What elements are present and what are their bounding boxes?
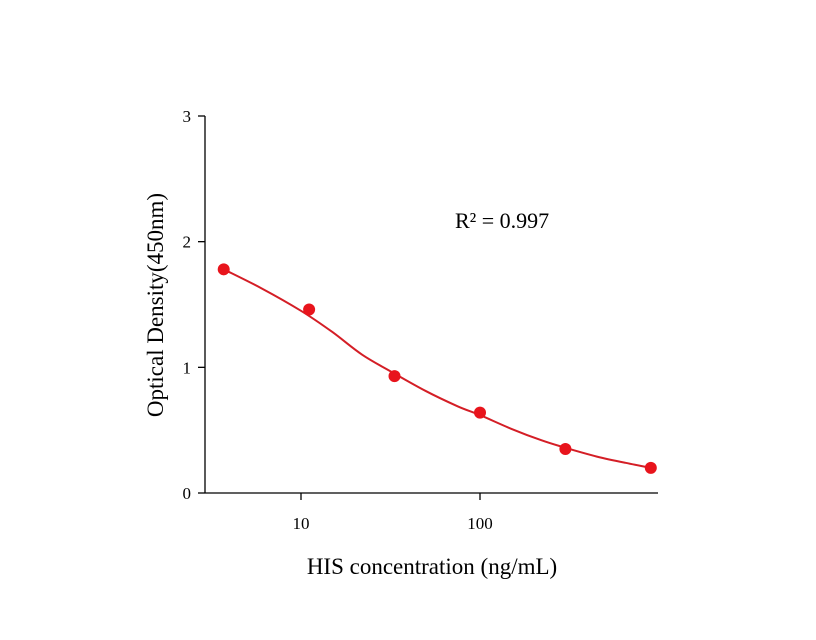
- y-tick-label: 3: [183, 107, 192, 126]
- y-axis-title: Optical Density(450nm): [143, 193, 168, 417]
- data-point: [217, 263, 230, 276]
- axes: [204, 116, 658, 494]
- x-tick-label: 10: [293, 514, 310, 533]
- data-points: [217, 263, 657, 474]
- fit-curve: [223, 268, 652, 469]
- data-point: [559, 443, 572, 456]
- data-point: [303, 303, 316, 316]
- data-point: [388, 370, 401, 383]
- y-ticks: 0 1 2 3: [183, 107, 205, 503]
- x-tick-label: 100: [467, 514, 493, 533]
- r-squared-annotation: R² = 0.997: [455, 208, 549, 233]
- data-point: [644, 461, 657, 474]
- x-ticks: 10 100: [293, 493, 493, 533]
- y-tick-label: 0: [183, 484, 192, 503]
- y-tick-label: 1: [183, 358, 192, 377]
- y-tick-label: 2: [183, 233, 192, 252]
- data-point: [474, 406, 486, 419]
- x-axis-title: HIS concentration (ng/mL): [307, 554, 557, 579]
